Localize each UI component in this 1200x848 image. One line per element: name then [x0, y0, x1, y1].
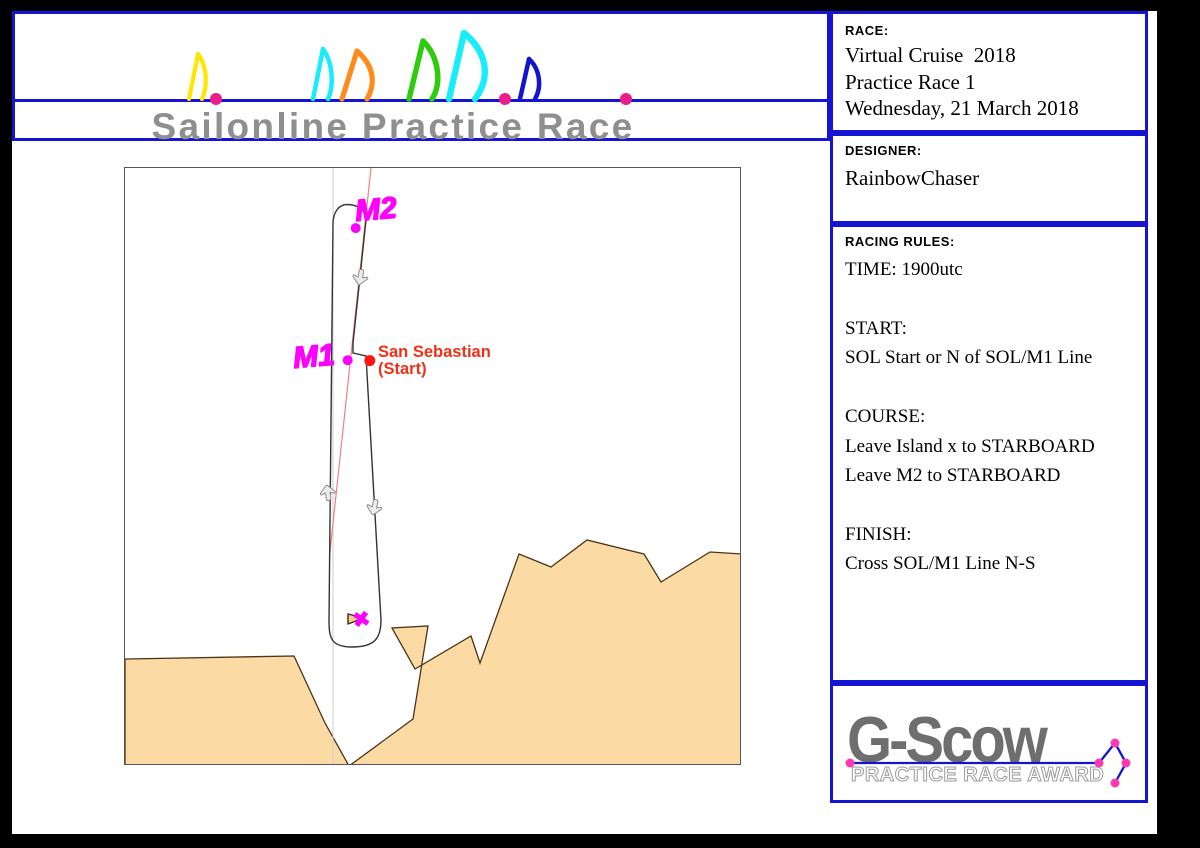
svg-text:M2: M2 [354, 191, 399, 228]
svg-text:PRACTICE RACE AWARD: PRACTICE RACE AWARD [851, 764, 1104, 786]
svg-text:(Start): (Start) [378, 360, 427, 378]
svg-text:San Sebastian: San Sebastian [378, 343, 491, 361]
svg-text:✖: ✖ [351, 607, 372, 633]
svg-text:M1: M1 [292, 338, 336, 375]
